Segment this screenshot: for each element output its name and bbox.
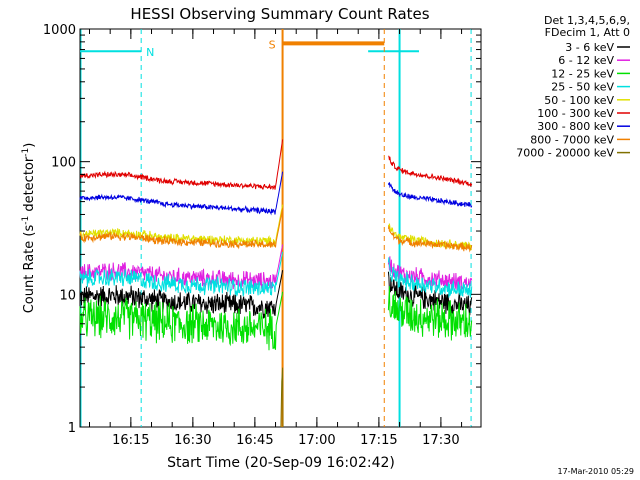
series-line-pre-saa bbox=[79, 208, 284, 250]
series-line-post-saa bbox=[387, 257, 473, 298]
legend-label: 800 - 7000 keV bbox=[530, 133, 614, 146]
y-axis-label-sup-1: -1 bbox=[21, 216, 31, 225]
series-line-post-saa bbox=[387, 182, 473, 208]
legend-label: 12 - 25 keV bbox=[551, 67, 614, 80]
legend-label: 100 - 300 keV bbox=[537, 107, 614, 120]
x-tick-label: 17:00 bbox=[298, 433, 335, 448]
series-4 bbox=[79, 251, 473, 298]
y-axis-label-part-3: ) bbox=[22, 143, 37, 148]
x-tick-label: 16:45 bbox=[236, 433, 273, 448]
legend-label: 3 - 6 keV bbox=[565, 41, 614, 54]
series-5 bbox=[79, 204, 473, 251]
series-line-post-saa bbox=[388, 155, 473, 188]
chart-title: HESSI Observing Summary Count Rates bbox=[130, 5, 429, 23]
series-9 bbox=[280, 367, 284, 428]
series-line-pre-saa bbox=[79, 291, 284, 351]
y-tick-label: 100 bbox=[51, 156, 76, 171]
x-tick-label: 16:30 bbox=[174, 433, 211, 448]
plot-frame bbox=[79, 28, 482, 428]
x-tick-label: 16:15 bbox=[112, 433, 149, 448]
x-axis-label: Start Time (20-Sep-09 16:02:42) bbox=[167, 455, 395, 471]
legend-header-line-1: Det 1,3,4,5,6,9, bbox=[544, 14, 630, 27]
y-tick-label: 1 bbox=[68, 421, 76, 436]
night-flag-label: N bbox=[146, 46, 154, 59]
x-tick-label: 17:15 bbox=[360, 433, 397, 448]
generation-timestamp: 17-Mar-2010 05:29 bbox=[558, 467, 635, 476]
y-axis-label-part-2: detector bbox=[22, 156, 37, 216]
series-line-post-saa bbox=[387, 223, 473, 251]
legend-header-line-2: FDecim 1, Att 0 bbox=[545, 26, 630, 39]
legend-label: 50 - 100 keV bbox=[544, 94, 614, 107]
y-axis-label: Count Rate (s-1 detector-1) bbox=[21, 143, 37, 314]
series-8 bbox=[79, 208, 473, 253]
y-axis-label-sup-2: -1 bbox=[21, 148, 31, 157]
series-line-post-saa bbox=[387, 225, 473, 253]
series-line-post-saa bbox=[387, 286, 473, 341]
series-6 bbox=[80, 139, 473, 191]
series-line-pre-saa bbox=[79, 251, 284, 298]
series-3 bbox=[79, 286, 473, 351]
flag-layer: NS bbox=[80, 29, 472, 427]
y-tick-label: 10 bbox=[59, 288, 76, 303]
axis-layer: 1 10 100 1000 16:15 16:30 16:45 17:00 17:15 17:30 bbox=[43, 23, 481, 448]
series-line-pre-saa bbox=[79, 270, 284, 319]
legend-label: 7000 - 20000 keV bbox=[516, 147, 614, 160]
series-7 bbox=[79, 171, 473, 216]
series-layer bbox=[79, 139, 473, 428]
legend: Det 1,3,4,5,6,9, FDecim 1, Att 0 3 - 6 k… bbox=[516, 14, 630, 160]
series-line-spike bbox=[280, 367, 284, 428]
x-tick-label: 17:30 bbox=[422, 433, 459, 448]
series-line-post-saa bbox=[387, 271, 473, 316]
legend-label: 6 - 12 keV bbox=[558, 54, 614, 67]
y-tick-label: 1000 bbox=[43, 23, 76, 38]
series-1 bbox=[79, 270, 473, 319]
series-line-pre-saa bbox=[79, 204, 284, 248]
y-axis-label-part-1: Count Rate (s bbox=[22, 225, 37, 314]
legend-label: 25 - 50 keV bbox=[551, 81, 614, 94]
series-line-pre-saa bbox=[79, 171, 284, 216]
legend-label: 300 - 800 keV bbox=[537, 120, 614, 133]
saa-flag-label: S bbox=[269, 38, 276, 51]
series-line-pre-saa bbox=[80, 139, 284, 191]
